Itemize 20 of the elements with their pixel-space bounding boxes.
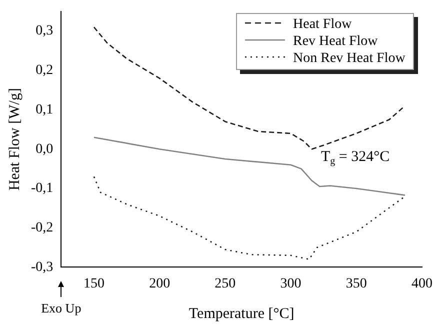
x-tick-label: 300 bbox=[280, 276, 302, 292]
y-tick-label: -0,1 bbox=[30, 181, 54, 196]
y-tick-label: 0,0 bbox=[36, 142, 54, 157]
y-tick-label: -0,3 bbox=[30, 260, 54, 275]
legend-label: Heat Flow bbox=[293, 17, 352, 32]
y-tick-label: 0,3 bbox=[36, 24, 54, 39]
x-axis-title: Temperature [°C] bbox=[188, 306, 294, 322]
legend-label: Non Rev Heat Flow bbox=[293, 51, 406, 66]
x-tick-label: 200 bbox=[149, 276, 170, 292]
y-tick-label: -0,2 bbox=[30, 220, 54, 236]
text: Exo Up bbox=[41, 300, 82, 316]
x-tick-label: 350 bbox=[346, 276, 367, 292]
y-tick-label: 0,1 bbox=[36, 102, 54, 118]
y-tick-label: 0,2 bbox=[36, 63, 54, 78]
x-tick-label: 150 bbox=[83, 276, 104, 292]
line-series bbox=[93, 176, 406, 260]
legend-label: Rev Heat Flow bbox=[293, 34, 378, 50]
y-axis-title: Heat Flow [W/g] bbox=[6, 88, 23, 191]
x-tick-label: 400 bbox=[412, 276, 432, 292]
x-tick-label: 250 bbox=[214, 276, 236, 292]
